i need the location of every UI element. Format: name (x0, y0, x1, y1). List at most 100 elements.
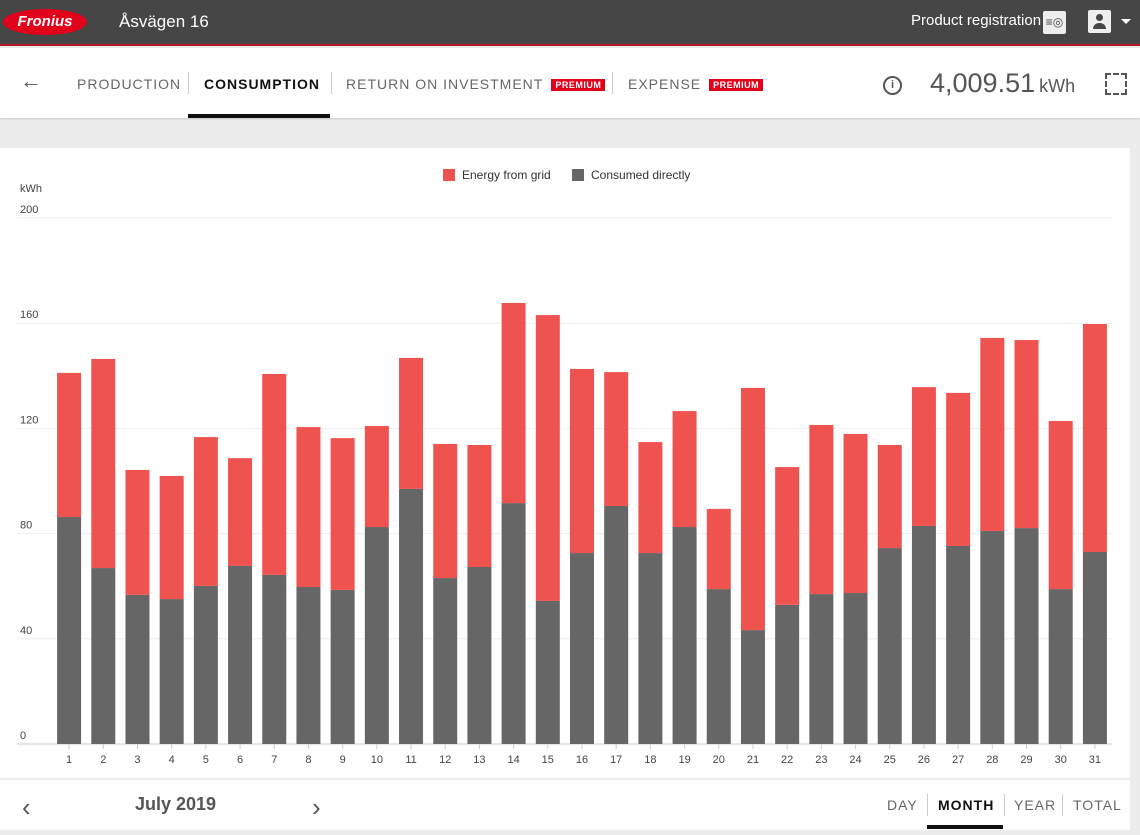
user-icon[interactable] (1088, 10, 1111, 33)
period-label: July 2019 (135, 794, 217, 814)
x-tick-label: 14 (507, 754, 519, 766)
bar-consumed-directly (809, 594, 834, 744)
back-arrow-icon[interactable]: ← (20, 68, 42, 93)
bar-consumed-directly (501, 503, 526, 744)
chevron-down-icon[interactable] (1121, 19, 1131, 24)
divider (1004, 794, 1005, 816)
divider (331, 72, 332, 94)
x-tick-label: 26 (918, 754, 930, 766)
bar-energy-from-grid (980, 337, 1005, 531)
total-unit: kWh (1039, 76, 1076, 96)
tab-return-on-investment[interactable]: RETURN ON INVESTMENT PREMIUM (346, 76, 606, 92)
tab-label: RETURN ON INVESTMENT (346, 76, 544, 92)
period-day[interactable]: DAY (887, 797, 918, 813)
x-tick-label: 13 (473, 754, 485, 766)
next-month-chevron-icon[interactable]: › (312, 792, 321, 822)
period-bar: ‹ July 2019 › DAY MONTH YEAR TOTAL (0, 780, 1130, 830)
bar-consumed-directly (638, 553, 663, 744)
bar-energy-from-grid (501, 302, 526, 504)
premium-badge: PREMIUM (551, 79, 606, 92)
previous-month-chevron-icon[interactable]: ‹ (22, 792, 31, 822)
bar-energy-from-grid (228, 458, 253, 566)
x-tick-label: 11 (405, 754, 416, 766)
x-tick-label: 2 (100, 754, 106, 766)
site-name: Åsvägen 16 (119, 12, 209, 31)
x-tick-label: 29 (1020, 754, 1032, 766)
bar-consumed-directly (1014, 528, 1039, 744)
x-tick-label: 25 (884, 754, 896, 766)
x-tick-label: 3 (134, 754, 140, 766)
y-tick-label: 80 (20, 520, 32, 532)
tab-expense[interactable]: EXPENSE PREMIUM (628, 76, 764, 92)
legend-energy-from-grid[interactable]: Energy from grid (443, 168, 551, 182)
x-tick-label: 1 (66, 754, 72, 766)
certificate-icon[interactable]: ≡◎ (1043, 11, 1066, 34)
legend-label: Consumed directly (591, 168, 691, 182)
bar-energy-from-grid (125, 469, 150, 595)
bar-consumed-directly (193, 585, 218, 744)
period-total[interactable]: TOTAL (1073, 797, 1122, 813)
x-tick-label: 16 (576, 754, 588, 766)
bar-consumed-directly (91, 568, 116, 744)
bar-energy-from-grid (535, 315, 560, 601)
period-month[interactable]: MONTH (938, 797, 995, 813)
bar-consumed-directly (911, 525, 936, 744)
bar-consumed-directly (740, 630, 765, 744)
y-tick-label: 200 (20, 204, 38, 216)
bar-energy-from-grid (706, 508, 731, 590)
fronius-logo[interactable]: Fronius (3, 9, 87, 35)
bar-energy-from-grid (775, 467, 800, 605)
nav-tabs: ← PRODUCTION CONSUMPTION RETURN ON INVES… (0, 48, 1140, 118)
x-tick-label: 22 (781, 754, 793, 766)
x-tick-label: 27 (952, 754, 964, 766)
bar-consumed-directly (433, 578, 458, 744)
legend-consumed-directly[interactable]: Consumed directly (572, 168, 690, 182)
bar-consumed-directly (159, 599, 184, 744)
y-tick-label: 120 (20, 414, 38, 426)
bar-energy-from-grid (672, 411, 697, 528)
bar-energy-from-grid (57, 372, 82, 518)
bar-energy-from-grid (433, 443, 458, 579)
x-tick-label: 23 (815, 754, 827, 766)
x-tick-label: 21 (747, 754, 759, 766)
bar-energy-from-grid (467, 444, 492, 568)
bar-consumed-directly (570, 553, 594, 744)
tab-label: EXPENSE (628, 76, 702, 92)
bar-consumed-directly (296, 586, 321, 744)
tab-consumption[interactable]: CONSUMPTION (204, 76, 320, 92)
bar-consumed-directly (604, 505, 629, 744)
bar-consumed-directly (364, 527, 389, 744)
bar-energy-from-grid (740, 387, 765, 631)
bar-energy-from-grid (159, 476, 184, 600)
x-tick-label: 19 (678, 754, 690, 766)
bar-energy-from-grid (1082, 323, 1107, 553)
info-icon[interactable]: i (883, 76, 902, 95)
bar-consumed-directly (330, 589, 355, 744)
bar-energy-from-grid (364, 426, 389, 528)
bar-energy-from-grid (604, 372, 629, 506)
y-tick-label: 0 (20, 730, 26, 742)
bar-energy-from-grid (296, 427, 321, 587)
tab-production[interactable]: PRODUCTION (77, 76, 182, 92)
x-tick-label: 5 (203, 754, 209, 766)
bar-energy-from-grid (1014, 340, 1039, 529)
product-registration-link[interactable]: Product registration (911, 12, 1042, 29)
bar-consumed-directly (1048, 589, 1073, 744)
x-tick-label: 15 (542, 754, 554, 766)
fullscreen-icon[interactable] (1105, 73, 1127, 95)
legend-swatch (443, 169, 455, 181)
bar-consumed-directly (843, 593, 868, 744)
bar-consumed-directly (706, 589, 731, 744)
divider (188, 72, 189, 94)
premium-badge: PREMIUM (709, 79, 764, 92)
bar-consumed-directly (125, 594, 150, 744)
divider (1062, 794, 1063, 816)
bar-energy-from-grid (1048, 421, 1073, 590)
bar-consumed-directly (467, 567, 492, 744)
period-year[interactable]: YEAR (1014, 797, 1057, 813)
bar-consumed-directly (980, 530, 1005, 744)
x-tick-label: 18 (644, 754, 656, 766)
bar-consumed-directly (399, 488, 424, 744)
bar-energy-from-grid (946, 392, 971, 546)
